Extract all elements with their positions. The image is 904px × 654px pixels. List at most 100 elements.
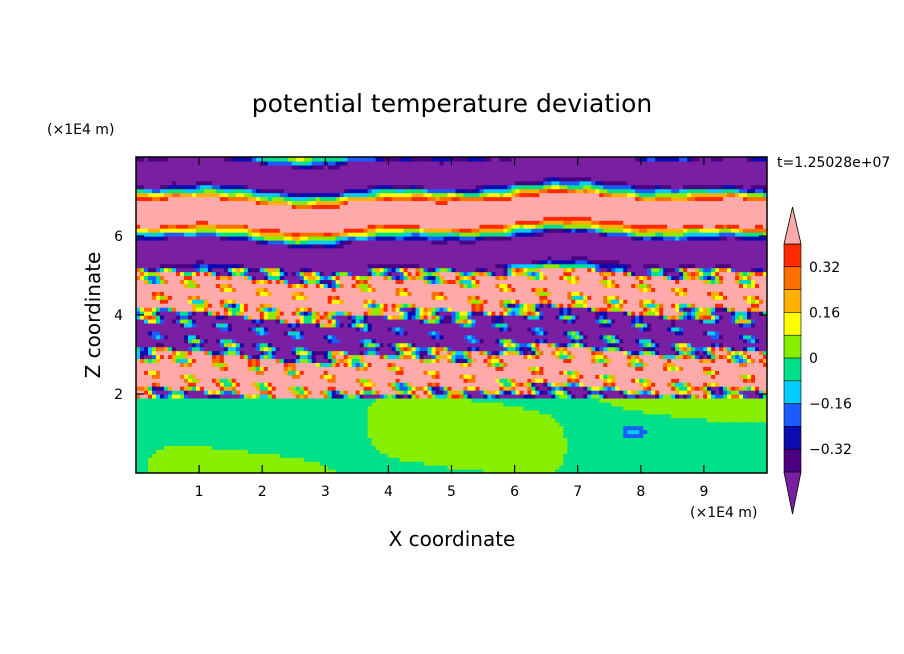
heatmap-cell (367, 350, 373, 356)
heatmap-cell (447, 354, 453, 360)
heatmap-cell (136, 386, 141, 391)
heatmap-cell (747, 445, 752, 450)
heatmap-cell (575, 397, 580, 403)
heatmap-cell (139, 413, 145, 419)
heatmap-cell (147, 386, 153, 391)
heatmap-cell (415, 445, 421, 450)
heatmap-cell (359, 382, 365, 387)
heatmap-cell (339, 390, 345, 395)
heatmap-cell (347, 457, 353, 462)
heatmap-cell (731, 433, 736, 439)
heatmap-cell (255, 409, 261, 415)
heatmap-cell (507, 445, 512, 450)
heatmap-cell (675, 394, 680, 399)
heatmap-cell (655, 437, 660, 442)
heatmap-cell (531, 409, 536, 415)
heatmap-cell (539, 390, 544, 395)
heatmap-cell (143, 354, 149, 360)
heatmap-cell (227, 358, 233, 363)
heatmap-cell (231, 382, 237, 387)
heatmap-cell (431, 417, 437, 423)
heatmap-cell (743, 358, 748, 363)
heatmap-cell (499, 366, 505, 371)
heatmap-cell (583, 394, 588, 399)
heatmap-cell (515, 417, 520, 423)
heatmap-cell (487, 413, 493, 419)
heatmap-cell (335, 425, 341, 431)
heatmap-cell (519, 413, 524, 419)
heatmap-cell (319, 449, 325, 454)
heatmap-cell (467, 366, 473, 371)
heatmap-cell (663, 362, 668, 367)
heatmap-cell (331, 346, 337, 352)
heatmap-cell (599, 457, 604, 462)
heatmap-cell (591, 401, 596, 407)
heatmap-cell (471, 429, 477, 435)
heatmap-cell (523, 382, 528, 387)
heatmap-cell (147, 362, 153, 367)
heatmap-cell (323, 469, 329, 473)
heatmap-cell (671, 465, 676, 470)
heatmap-cell (755, 409, 760, 415)
heatmap-cell (231, 358, 237, 363)
heatmap-cell (203, 397, 209, 403)
heatmap-cell (383, 453, 389, 458)
heatmap-cell (391, 437, 397, 442)
heatmap-cell (491, 469, 497, 473)
heatmap-cell (303, 425, 309, 431)
heatmap-cell (199, 386, 205, 391)
heatmap-cell (215, 429, 221, 435)
heatmap-cell (659, 362, 664, 367)
heatmap-cell (619, 465, 624, 470)
heatmap-cell (271, 425, 277, 431)
heatmap-cell (731, 358, 736, 363)
heatmap-cell (611, 366, 616, 371)
heatmap-cell (607, 350, 612, 356)
heatmap-cell (155, 429, 161, 435)
heatmap-cell (711, 457, 716, 462)
heatmap-cell (235, 362, 241, 367)
heatmap-cell (315, 390, 321, 395)
heatmap-cell (711, 453, 716, 458)
heatmap-cell (451, 362, 457, 367)
heatmap-cell (211, 366, 217, 371)
heatmap-cell (599, 374, 604, 379)
heatmap-cell (563, 449, 568, 454)
heatmap-cell (471, 374, 477, 379)
heatmap-cell (259, 409, 265, 415)
heatmap-cell (159, 457, 165, 462)
heatmap-cell (591, 394, 596, 399)
heatmap-cell (523, 445, 528, 450)
heatmap-cell (495, 401, 501, 407)
heatmap-cell (567, 449, 572, 454)
heatmap-cell (539, 362, 544, 367)
heatmap-cell (575, 386, 580, 391)
heatmap-cell (439, 417, 445, 423)
heatmap-cell (431, 350, 437, 356)
heatmap-cell (179, 433, 185, 439)
heatmap-cell (323, 346, 329, 352)
heatmap-cell (467, 461, 473, 466)
heatmap-cell (235, 421, 241, 427)
heatmap-cell (227, 465, 233, 470)
heatmap-cell (703, 421, 708, 427)
heatmap-cell (551, 378, 556, 383)
heatmap-cell (703, 445, 708, 450)
heatmap-cell (571, 421, 576, 427)
heatmap-cell (403, 401, 409, 407)
heatmap-cell (179, 362, 185, 367)
heatmap-cell (551, 441, 556, 446)
heatmap-cell (271, 441, 277, 446)
heatmap-cell (427, 354, 433, 360)
heatmap-cell (711, 370, 716, 375)
heatmap-cell (679, 401, 684, 407)
heatmap-cell (159, 394, 165, 399)
heatmap-cell (559, 449, 564, 454)
heatmap-cell (355, 405, 361, 411)
heatmap-cell (219, 401, 225, 407)
heatmap-cell (703, 461, 708, 466)
heatmap-cell (507, 386, 512, 391)
heatmap-cell (515, 346, 520, 352)
heatmap-cell (587, 350, 592, 356)
heatmap-cell (591, 366, 596, 371)
